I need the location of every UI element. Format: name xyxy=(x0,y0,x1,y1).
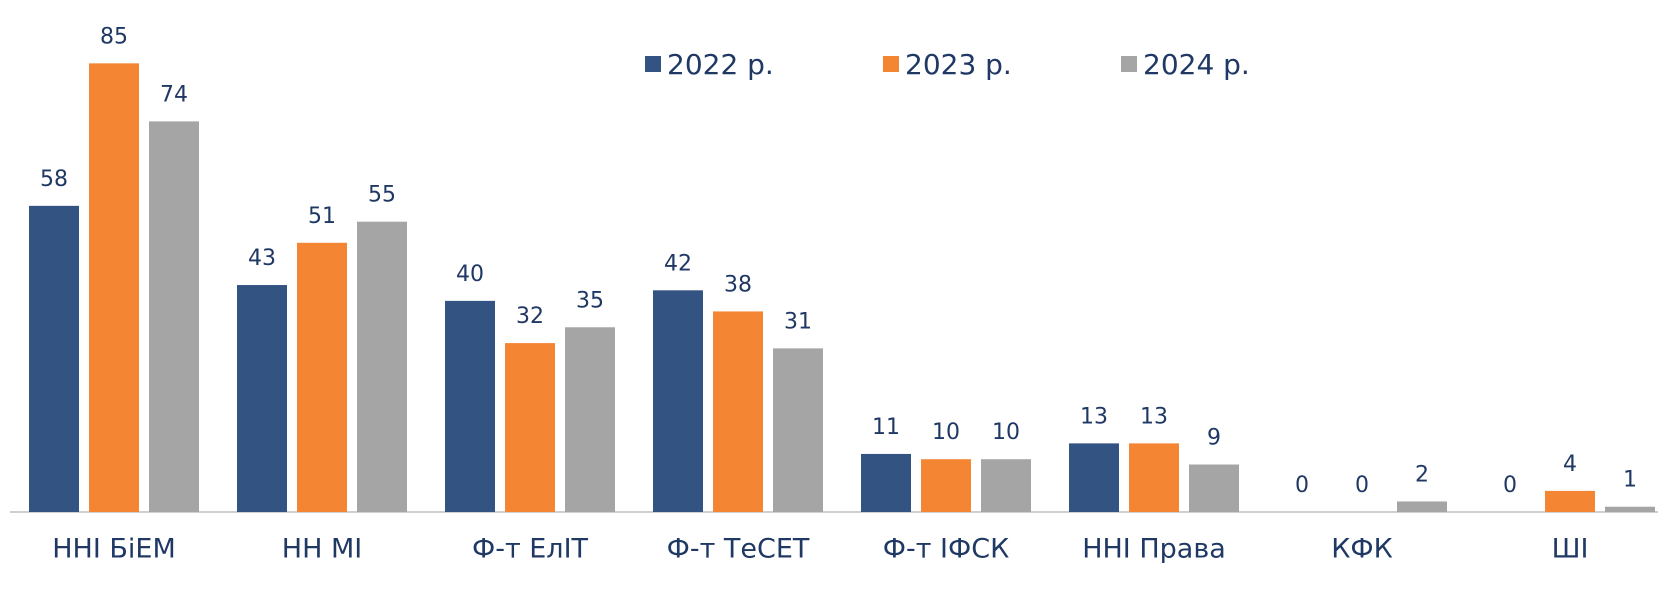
legend-label: 2023 р. xyxy=(905,48,1012,81)
data-label: 31 xyxy=(784,309,812,334)
bar xyxy=(773,348,823,512)
data-label: 13 xyxy=(1080,404,1108,429)
bar xyxy=(713,311,763,512)
data-label: 10 xyxy=(932,420,960,445)
x-tick-label: КФК xyxy=(1331,534,1393,565)
legend-swatch xyxy=(883,56,899,72)
bar xyxy=(981,459,1031,512)
data-label: 32 xyxy=(516,304,544,329)
bar xyxy=(1189,464,1239,512)
data-label: 10 xyxy=(992,420,1020,445)
data-label: 43 xyxy=(248,246,276,271)
bar xyxy=(445,300,495,512)
data-label: 0 xyxy=(1295,473,1309,498)
bar xyxy=(653,290,703,512)
data-label: 58 xyxy=(40,167,68,192)
data-label: 13 xyxy=(1140,404,1168,429)
legend-swatch xyxy=(645,56,661,72)
data-label: 38 xyxy=(724,272,752,297)
data-label: 40 xyxy=(456,262,484,287)
x-tick-label: Ф-т ІФСК xyxy=(883,534,1010,565)
data-label: 11 xyxy=(872,415,900,440)
bar xyxy=(1129,443,1179,512)
legend-swatch xyxy=(1121,56,1137,72)
x-tick-label: НН МІ xyxy=(282,534,362,565)
data-label: 35 xyxy=(576,288,604,313)
bar xyxy=(149,121,199,512)
data-label: 4 xyxy=(1563,452,1577,477)
data-label: 0 xyxy=(1503,473,1517,498)
bar xyxy=(237,285,287,512)
data-label: 55 xyxy=(368,183,396,208)
data-label: 1 xyxy=(1623,468,1637,493)
bar xyxy=(1397,501,1447,512)
data-label: 85 xyxy=(100,24,128,49)
x-tick-label: ШІ xyxy=(1552,534,1589,565)
bar xyxy=(1545,490,1595,512)
bar xyxy=(861,453,911,512)
bar xyxy=(1605,506,1655,512)
bar xyxy=(357,221,407,512)
data-label: 2 xyxy=(1415,462,1429,487)
data-label: 51 xyxy=(308,204,336,229)
legend-label: 2024 р. xyxy=(1143,48,1250,81)
x-tick-label: Ф-т ЕлІТ xyxy=(472,534,589,565)
data-label: 0 xyxy=(1355,473,1369,498)
bar xyxy=(89,63,139,512)
data-label: 42 xyxy=(664,251,692,276)
x-tick-label: ННІ Права xyxy=(1082,534,1226,565)
bar xyxy=(505,343,555,512)
bar xyxy=(29,205,79,513)
data-label: 9 xyxy=(1207,425,1221,450)
x-tick-label: ННІ БіЕМ xyxy=(52,534,176,565)
x-tick-label: Ф-т ТеСЕТ xyxy=(667,534,810,565)
bar xyxy=(565,327,615,512)
data-label: 74 xyxy=(160,82,188,107)
bar xyxy=(921,459,971,512)
bar xyxy=(1069,443,1119,512)
bar xyxy=(297,242,347,512)
legend-label: 2022 р. xyxy=(667,48,774,81)
